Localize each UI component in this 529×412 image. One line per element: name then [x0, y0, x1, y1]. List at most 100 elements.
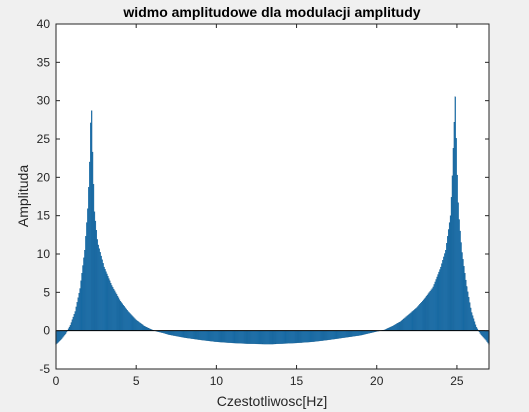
- bar: [272, 330, 275, 345]
- bar: [246, 330, 249, 344]
- bar: [181, 330, 183, 338]
- bar: [320, 330, 322, 341]
- bar: [325, 330, 327, 341]
- bar: [299, 330, 302, 343]
- bar: [136, 320, 138, 331]
- y-tick-label: 10: [37, 247, 51, 261]
- bar: [88, 187, 90, 331]
- bar: [349, 330, 352, 337]
- bar: [416, 307, 418, 331]
- bar: [467, 291, 469, 331]
- bar: [353, 330, 355, 337]
- bar: [442, 260, 444, 331]
- bar: [109, 280, 111, 331]
- bar: [461, 252, 463, 331]
- bar: [69, 325, 72, 331]
- bar: [292, 330, 294, 344]
- bar: [79, 288, 81, 331]
- bar: [425, 296, 428, 331]
- bar: [215, 330, 217, 342]
- bar: [176, 330, 178, 337]
- bar: [290, 330, 292, 344]
- bar: [316, 330, 318, 342]
- bar: [94, 220, 97, 331]
- bar: [333, 330, 335, 340]
- bar: [261, 330, 263, 345]
- bar: [410, 312, 412, 331]
- bar: [443, 256, 445, 331]
- bar: [105, 271, 107, 331]
- x-tick-label: 5: [133, 374, 140, 388]
- bar: [338, 330, 340, 339]
- bar: [364, 330, 366, 335]
- bar: [62, 330, 64, 338]
- bar: [116, 295, 119, 331]
- bar: [107, 276, 109, 331]
- bar: [60, 330, 62, 340]
- bar: [243, 330, 245, 344]
- bar: [307, 330, 309, 343]
- bar: [395, 324, 397, 331]
- bar: [61, 330, 63, 339]
- bar: [206, 330, 208, 341]
- bar: [186, 330, 188, 339]
- bar: [324, 330, 327, 341]
- bar: [242, 330, 244, 344]
- bar: [97, 244, 99, 331]
- bar: [399, 321, 402, 331]
- bar: [330, 330, 332, 340]
- bar: [244, 330, 247, 344]
- bar: [197, 330, 200, 340]
- bar: [359, 330, 361, 336]
- y-tick-label: -5: [39, 362, 50, 376]
- bar: [214, 330, 216, 342]
- bar: [231, 330, 233, 344]
- bar: [480, 330, 482, 335]
- bar: [474, 324, 477, 331]
- bar: [266, 330, 268, 345]
- bar: [321, 330, 324, 341]
- bar: [350, 330, 353, 337]
- bar: [469, 302, 471, 331]
- bar: [435, 279, 437, 331]
- bar: [200, 330, 202, 341]
- bar: [393, 325, 395, 331]
- bar: [103, 266, 105, 331]
- bar: [279, 330, 281, 344]
- bar: [142, 325, 145, 331]
- bar: [286, 330, 288, 344]
- bar: [293, 330, 295, 344]
- bar: [354, 330, 356, 337]
- bar: [310, 330, 312, 343]
- bar: [71, 319, 73, 331]
- bar: [212, 330, 214, 342]
- bar: [281, 330, 283, 344]
- bar: [259, 330, 261, 345]
- bar: [174, 330, 176, 336]
- bar: [482, 330, 484, 338]
- bar: [144, 326, 147, 331]
- bar: [340, 330, 342, 339]
- bar: [247, 330, 250, 344]
- x-tick-label: 15: [290, 374, 304, 388]
- bar: [411, 311, 413, 331]
- bar: [222, 330, 225, 343]
- bar: [447, 236, 449, 331]
- bar: [249, 330, 251, 344]
- bar: [296, 330, 299, 343]
- bar: [405, 316, 407, 331]
- bar: [63, 330, 65, 337]
- bar: [466, 286, 468, 331]
- bar: [317, 330, 319, 342]
- bar: [179, 330, 181, 337]
- bar: [251, 330, 253, 344]
- x-tick-label: 25: [450, 374, 464, 388]
- bar: [58, 330, 60, 342]
- bar: [267, 330, 269, 345]
- bar: [392, 325, 394, 331]
- bar: [276, 330, 278, 344]
- bar: [119, 301, 122, 331]
- bar: [446, 243, 448, 331]
- bar: [419, 304, 421, 331]
- bar: [311, 330, 313, 342]
